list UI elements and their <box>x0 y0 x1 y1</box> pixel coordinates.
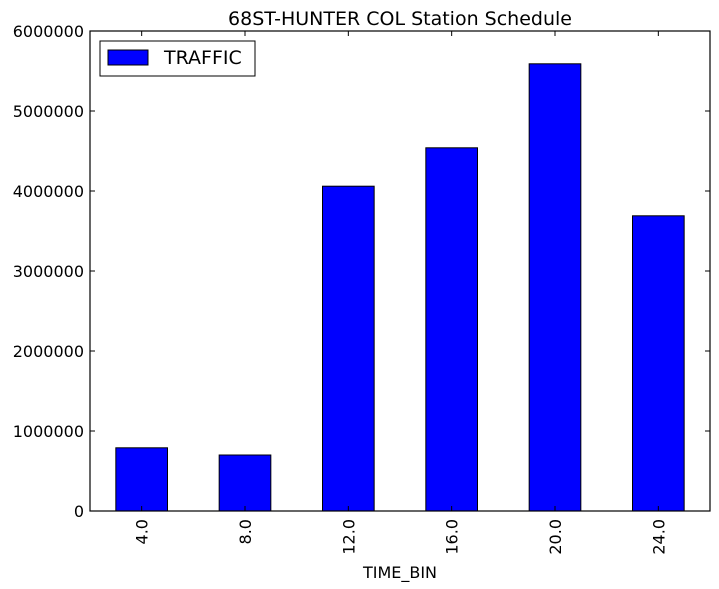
y-tick-label: 2000000 <box>13 342 84 361</box>
bars-layer <box>115 63 685 512</box>
legend-swatch <box>107 49 149 66</box>
x-tick-label: 8.0 <box>236 519 255 544</box>
y-tick-label: 3000000 <box>13 262 84 281</box>
x-tick-label: 24.0 <box>649 519 668 555</box>
bar-12-0 <box>322 185 375 512</box>
x-tick-label: 12.0 <box>339 519 358 555</box>
ticks-layer: 4.0 8.0 12.0 16.0 20.0 24.0 0 1000000 2000000 300… <box>13 22 710 555</box>
x-tick-label: 20.0 <box>546 519 565 555</box>
y-tick-label: 5000000 <box>13 102 84 121</box>
y-tick-label: 0 <box>74 502 84 521</box>
x-tick-label: 4.0 <box>133 519 152 544</box>
legend-label-traffic: TRAFFIC <box>163 47 242 69</box>
bar-8-0 <box>218 454 272 512</box>
legend: TRAFFIC <box>99 40 256 77</box>
bar-20-0 <box>528 63 582 512</box>
x-tick-label: 16.0 <box>443 519 462 555</box>
x-axis-label: TIME_BIN <box>362 563 437 583</box>
y-tick-label: 1000000 <box>13 422 84 441</box>
y-tick-label: 4000000 <box>13 182 84 201</box>
bar-24-0 <box>632 215 685 512</box>
chart-title: 68ST-HUNTER COL Station Schedule <box>228 8 572 30</box>
bar-4-0 <box>115 447 169 512</box>
bar-16-0 <box>425 147 479 512</box>
y-tick-label: 6000000 <box>13 22 84 41</box>
plot-frame <box>89 30 711 512</box>
